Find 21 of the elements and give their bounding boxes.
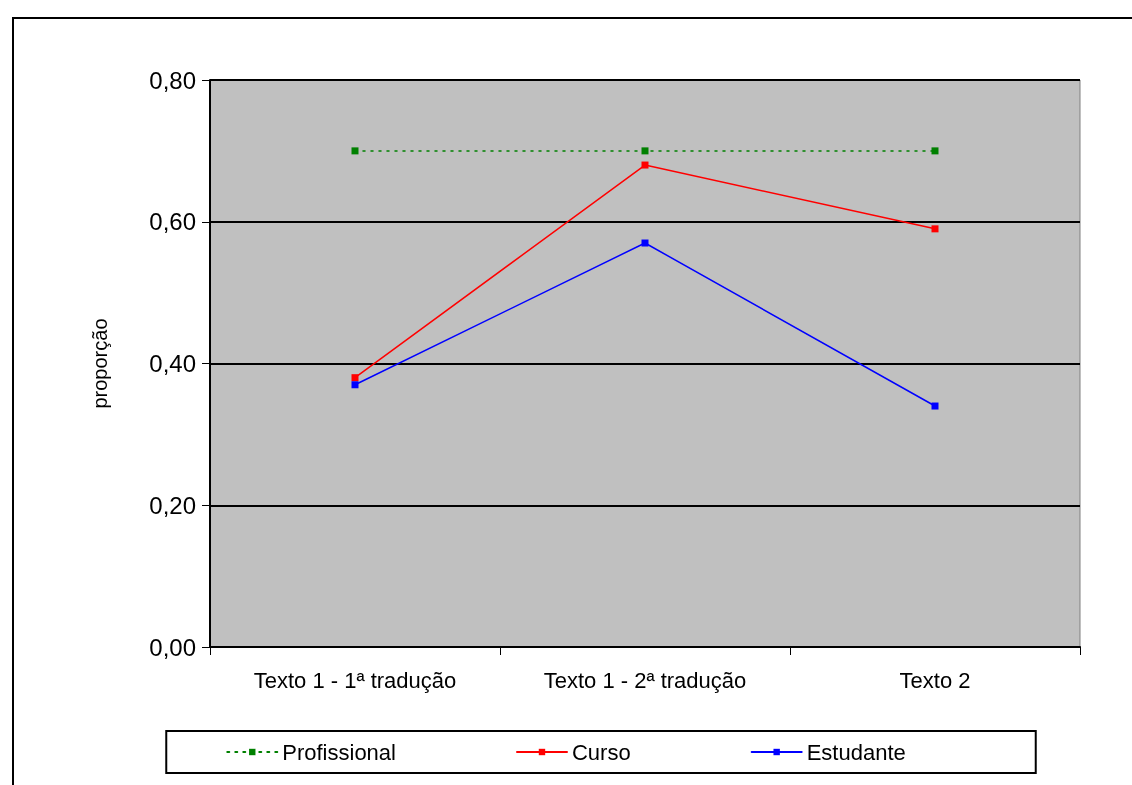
point (641, 147, 649, 155)
point (641, 161, 649, 169)
y-tick-label: 0,60 (149, 208, 196, 236)
point (641, 239, 649, 247)
x-tick-label: Texto 1 - 2ª tradução (543, 667, 747, 693)
point (931, 402, 939, 410)
point (931, 225, 939, 233)
legend-label: Profissional (282, 739, 396, 765)
point (351, 147, 359, 155)
x-tick-label: Texto 1 - 1ª tradução (253, 667, 457, 693)
legend-label: Estudante (806, 739, 906, 765)
y-tick-label: 0,40 (149, 350, 196, 377)
y-axis-title: proporção (89, 318, 111, 409)
y-tick-label: 0,80 (149, 66, 196, 94)
x-tick-label: Texto 2 (899, 667, 971, 693)
point (351, 374, 359, 382)
y-tick-label: 0,00 (149, 633, 196, 661)
point (351, 381, 359, 389)
point (931, 147, 939, 155)
legend-label: Curso (571, 739, 631, 765)
y-tick-label: 0,20 (149, 491, 196, 519)
